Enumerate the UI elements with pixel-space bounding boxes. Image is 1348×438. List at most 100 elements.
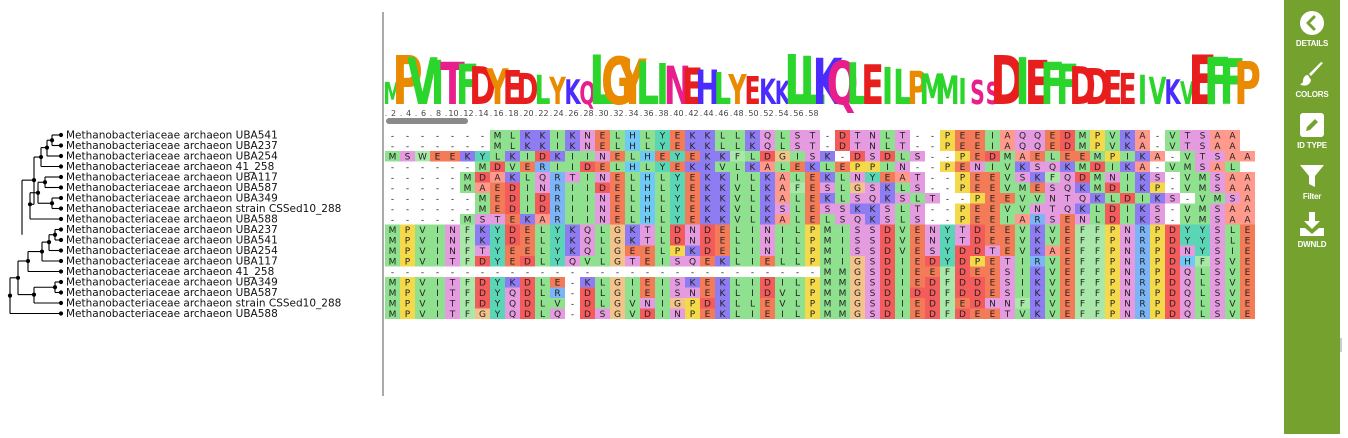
residue-letter: F: [1095, 268, 1100, 278]
sequence-name[interactable]: Methanobacteriaceae archaeon UBA588: [66, 214, 278, 226]
residue-cell: [475, 277, 490, 288]
residue-letter: S: [870, 184, 876, 194]
residue-cell: [1210, 161, 1225, 172]
residue-letter: E: [885, 174, 891, 184]
residue-cell: [670, 161, 685, 172]
residue-letter: Q: [539, 174, 546, 184]
residue-cell: [925, 224, 940, 235]
residue-cell: [1150, 193, 1165, 204]
residue-letter: K: [705, 142, 712, 152]
residue-letter: S: [825, 205, 831, 215]
residue-cell: [535, 224, 550, 235]
residue-letter: E: [1065, 153, 1071, 163]
residue-cell: [1060, 308, 1075, 319]
residue-cell: [1060, 172, 1075, 183]
residue-cell: [1240, 193, 1255, 204]
sequence-name[interactable]: Methanobacteriaceae archaeon UBA588: [66, 308, 278, 320]
sequence-name[interactable]: Methanobacteriaceae archaeon 41_258: [66, 161, 274, 173]
residue-letter: -: [616, 268, 619, 278]
residue-cell: [1195, 266, 1210, 277]
residue-letter: A: [494, 174, 501, 184]
residue-letter: I: [991, 163, 994, 173]
residue-letter: S: [1215, 226, 1221, 236]
residue-letter: E: [930, 268, 936, 278]
residue-letter: V: [779, 289, 786, 299]
sequence-name[interactable]: Methanobacteriaceae archaeon UBA541: [66, 130, 278, 142]
sequence-name[interactable]: Methanobacteriaceae archaeon UBA587: [66, 182, 278, 194]
sequence-name[interactable]: Methanobacteriaceae archaeon 41_258: [66, 266, 274, 278]
residue-cell: [685, 182, 700, 193]
ruler-tick-label: 18: [508, 109, 518, 118]
logo-letter: E: [1188, 41, 1217, 120]
residue-cell: [1225, 193, 1240, 204]
residue-letter: I: [1231, 247, 1234, 257]
residue-letter: A: [1244, 195, 1251, 205]
sequence-name[interactable]: Methanobacteriaceae archaeon UBA254: [66, 151, 278, 163]
vertical-scrollbar-track[interactable]: [1340, 0, 1348, 434]
residue-cell: [1105, 203, 1120, 214]
sequence-name[interactable]: Methanobacteriaceae archaeon UBA237: [66, 140, 278, 152]
sequence-name[interactable]: Methanobacteriaceae archaeon UBA349: [66, 193, 278, 205]
residue-letter: L: [615, 163, 620, 173]
residue-letter: M: [1094, 184, 1102, 194]
residue-letter: F: [465, 279, 470, 289]
vertical-scrollbar-grip[interactable]: [1340, 338, 1342, 352]
residue-letter: L: [660, 205, 665, 215]
residue-letter: -: [841, 153, 844, 163]
residue-cell: [970, 266, 985, 277]
ruler-tick-label: 20: [523, 109, 533, 118]
residue-cell: [880, 140, 895, 151]
residue-letter: F: [1095, 247, 1100, 257]
sequence-name[interactable]: Methanobacteriaceae archaeon strain CSSe…: [66, 298, 341, 310]
residue-cell: [1060, 140, 1075, 151]
residue-letter: E: [510, 247, 516, 257]
residue-cell: [790, 308, 805, 319]
residue-cell: [970, 203, 985, 214]
residue-letter: E: [1080, 153, 1086, 163]
residue-letter: I: [751, 258, 754, 268]
residue-cell: [475, 224, 490, 235]
sequence-name[interactable]: Methanobacteriaceae archaeon UBA254: [66, 245, 278, 257]
residue-letter: S: [870, 289, 876, 299]
residue-cell: [1045, 182, 1060, 193]
download-button[interactable]: DWNLD: [1284, 205, 1340, 255]
sequence-name[interactable]: Methanobacteriaceae archaeon UBA237: [66, 224, 278, 236]
residue-cell: [580, 298, 595, 309]
residue-cell: [985, 203, 1000, 214]
residue-letter: G: [854, 300, 861, 310]
filter-button[interactable]: Filter: [1284, 157, 1340, 207]
colors-button[interactable]: COLORS: [1284, 55, 1340, 105]
residue-letter: E: [690, 216, 696, 226]
sequence-name[interactable]: Methanobacteriaceae archaeon UBA587: [66, 287, 278, 299]
residue-cell: [1075, 182, 1090, 193]
sequence-name[interactable]: Methanobacteriaceae archaeon UBA541: [66, 235, 278, 247]
residue-cell: [1030, 266, 1045, 277]
residue-letter: I: [436, 226, 439, 236]
horizontal-scrollbar-grip[interactable]: [386, 118, 468, 124]
residue-cell: [610, 214, 625, 225]
residue-letter: S: [930, 247, 936, 257]
residue-cell: [1105, 308, 1120, 319]
residue-letter: D: [1064, 142, 1071, 152]
sequence-name[interactable]: Methanobacteriaceae archaeon UBA117: [66, 256, 278, 268]
logo-letter: L: [636, 49, 659, 119]
residue-cell: [685, 172, 700, 183]
residue-cell: [655, 308, 670, 319]
residue-letter: P: [1155, 268, 1161, 278]
residue-letter: E: [1245, 279, 1251, 289]
id-type-button[interactable]: ID TYPE: [1284, 106, 1340, 156]
residue-cell: [940, 266, 955, 277]
residue-letter: T: [899, 132, 906, 142]
details-button[interactable]: DETAILS: [1284, 4, 1340, 54]
sequence-name[interactable]: Methanobacteriaceae archaeon UBA117: [66, 172, 278, 184]
residue-letter: D: [674, 237, 681, 247]
sequence-name[interactable]: Methanobacteriaceae archaeon strain CSSe…: [66, 203, 341, 215]
residue-letter: D: [704, 226, 711, 236]
residue-letter: L: [780, 132, 785, 142]
residue-cell: [880, 256, 895, 267]
residue-letter: -: [436, 142, 439, 152]
residue-cell: [1210, 287, 1225, 298]
sequence-name[interactable]: Methanobacteriaceae archaeon UBA349: [66, 277, 278, 289]
tree-node[interactable]: [7, 293, 13, 298]
residue-cell: [1030, 214, 1045, 225]
